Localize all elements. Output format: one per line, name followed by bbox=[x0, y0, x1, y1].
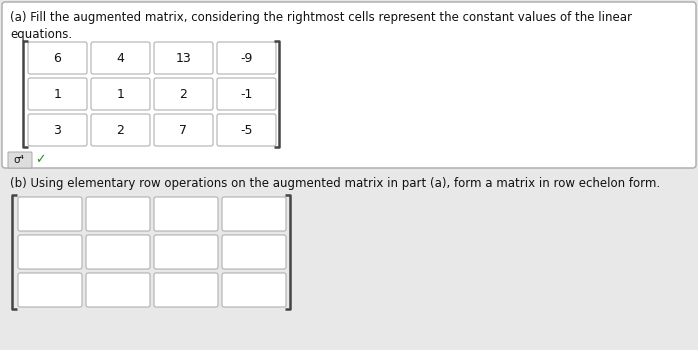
Text: -9: -9 bbox=[240, 51, 253, 64]
Text: (a) Fill the augmented matrix, considering the rightmost cells represent the con: (a) Fill the augmented matrix, consideri… bbox=[10, 11, 632, 41]
FancyBboxPatch shape bbox=[28, 114, 87, 146]
FancyBboxPatch shape bbox=[154, 235, 218, 269]
Text: 6: 6 bbox=[54, 51, 61, 64]
FancyBboxPatch shape bbox=[2, 2, 696, 168]
FancyBboxPatch shape bbox=[86, 235, 150, 269]
FancyBboxPatch shape bbox=[18, 197, 82, 231]
FancyBboxPatch shape bbox=[8, 152, 32, 168]
Text: 1: 1 bbox=[117, 88, 124, 100]
Text: 2: 2 bbox=[179, 88, 188, 100]
FancyBboxPatch shape bbox=[154, 273, 218, 307]
FancyBboxPatch shape bbox=[154, 114, 213, 146]
Text: 2: 2 bbox=[117, 124, 124, 136]
FancyBboxPatch shape bbox=[154, 197, 218, 231]
FancyBboxPatch shape bbox=[154, 78, 213, 110]
FancyBboxPatch shape bbox=[222, 235, 286, 269]
FancyBboxPatch shape bbox=[154, 42, 213, 74]
FancyBboxPatch shape bbox=[18, 235, 82, 269]
FancyBboxPatch shape bbox=[217, 114, 276, 146]
FancyBboxPatch shape bbox=[86, 273, 150, 307]
FancyBboxPatch shape bbox=[91, 78, 150, 110]
FancyBboxPatch shape bbox=[28, 78, 87, 110]
Text: 7: 7 bbox=[179, 124, 188, 136]
Text: σ⁴: σ⁴ bbox=[13, 155, 24, 165]
Text: 3: 3 bbox=[54, 124, 61, 136]
Text: 4: 4 bbox=[117, 51, 124, 64]
FancyBboxPatch shape bbox=[217, 42, 276, 74]
Text: -5: -5 bbox=[240, 124, 253, 136]
FancyBboxPatch shape bbox=[217, 78, 276, 110]
Text: 1: 1 bbox=[54, 88, 61, 100]
FancyBboxPatch shape bbox=[18, 273, 82, 307]
FancyBboxPatch shape bbox=[91, 42, 150, 74]
Text: -1: -1 bbox=[240, 88, 253, 100]
FancyBboxPatch shape bbox=[222, 273, 286, 307]
FancyBboxPatch shape bbox=[28, 42, 87, 74]
FancyBboxPatch shape bbox=[91, 114, 150, 146]
Text: ✓: ✓ bbox=[35, 154, 45, 167]
FancyBboxPatch shape bbox=[222, 197, 286, 231]
Text: (b) Using elementary row operations on the augmented matrix in part (a), form a : (b) Using elementary row operations on t… bbox=[10, 177, 660, 190]
Text: 13: 13 bbox=[176, 51, 191, 64]
FancyBboxPatch shape bbox=[86, 197, 150, 231]
